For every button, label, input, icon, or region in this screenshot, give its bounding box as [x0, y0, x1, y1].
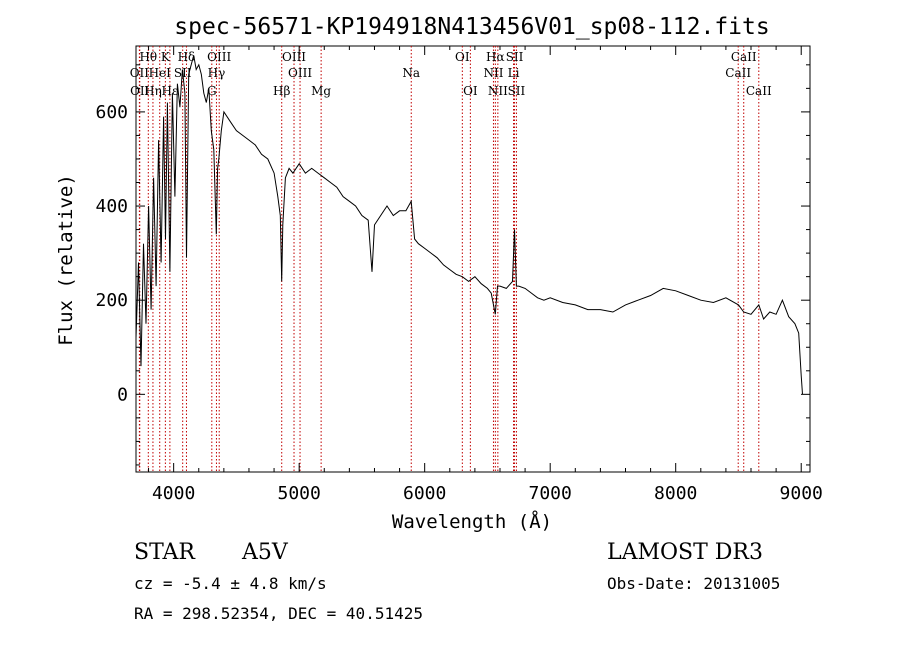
line-label-24: SII: [508, 84, 526, 98]
line-label-9: OIII: [207, 50, 231, 64]
object-subclass: A5V: [242, 540, 288, 565]
plot-frame: [135, 45, 811, 473]
line-label-15: Mg: [311, 84, 331, 98]
y-axis-label: Flux (relative): [55, 174, 77, 346]
line-label-26: CaII: [725, 66, 751, 80]
coordinates-readout: RA = 298.52354, DEC = 40.51425: [134, 604, 423, 623]
line-label-13: OIII: [288, 66, 312, 80]
line-label-19: Hα: [486, 50, 505, 64]
line-label-4: HeI: [149, 66, 172, 80]
line-label-0: Hθ: [139, 50, 157, 64]
survey-name: LAMOST DR3: [607, 540, 763, 565]
observation-date: Obs-Date: 20131005: [607, 574, 781, 593]
line-label-12: OIII: [282, 50, 306, 64]
line-label-10: Hγ: [208, 66, 226, 80]
y-tick-label-2: 400: [95, 196, 128, 217]
spectral-line-labels: Hθ OII OII K HeI Hη Hε Hδ SII OIII Hγ G OIII OIII Hβ Mg…: [130, 50, 772, 98]
y-tick-label-3: 600: [95, 102, 128, 123]
spectrum-series-line: [135, 55, 803, 395]
y-axis-ticks: 0 200 400 600: [95, 64, 810, 466]
line-label-18: OI: [463, 84, 478, 98]
line-label-3: K: [161, 50, 171, 64]
x-tick-label-2: 6000: [403, 483, 446, 504]
line-label-5: Hη: [144, 84, 162, 98]
chart-title: spec-56571-KP194918N413456V01_sp08-112.f…: [174, 14, 769, 40]
redshift-readout: cz = -5.4 ± 4.8 km/s: [134, 574, 327, 593]
x-tick-label-4: 8000: [654, 483, 697, 504]
x-tick-label-0: 4000: [152, 483, 195, 504]
line-label-1: OII: [130, 66, 150, 80]
line-label-2: OII: [130, 84, 150, 98]
spectrum-chart: spec-56571-KP194918N413456V01_sp08-112.f…: [55, 14, 823, 533]
x-tick-label-1: 5000: [277, 483, 320, 504]
line-label-16: Na: [402, 66, 420, 80]
y-tick-label-0: 0: [117, 384, 128, 405]
x-axis-label: Wavelength (Å): [392, 510, 552, 533]
line-label-23: NII: [488, 84, 508, 98]
x-tick-label-5: 9000: [780, 483, 823, 504]
line-label-6: Hε: [162, 84, 179, 98]
line-label-27: CaII: [746, 84, 772, 98]
line-label-14: Hβ: [273, 84, 290, 98]
line-label-25: CaII: [731, 50, 757, 64]
line-label-7: Hδ: [178, 50, 196, 64]
object-class: STAR: [134, 540, 195, 565]
line-label-21: NII: [483, 66, 503, 80]
line-label-22: Li: [508, 66, 520, 80]
line-label-11: G: [207, 84, 217, 98]
line-label-17: OI: [455, 50, 470, 64]
spectral-line-markers: [138, 46, 760, 472]
line-label-20: SII: [506, 50, 524, 64]
y-tick-label-1: 200: [95, 290, 128, 311]
x-tick-label-3: 7000: [529, 483, 572, 504]
x-axis-ticks: 4000 5000 6000 7000 8000 9000: [148, 46, 823, 504]
